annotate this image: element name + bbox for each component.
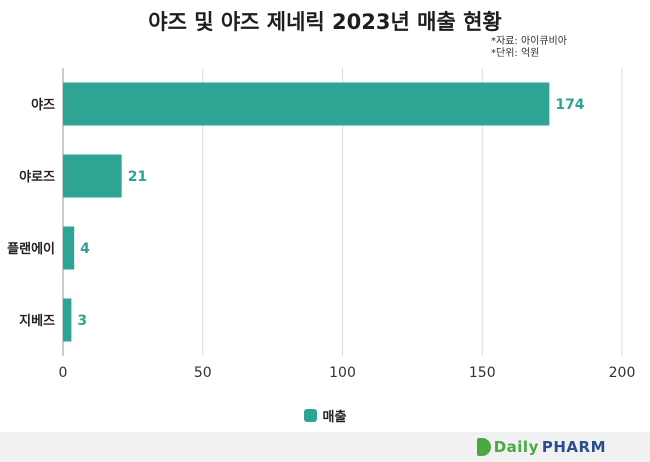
bar <box>63 226 75 270</box>
legend-swatch <box>303 409 317 422</box>
bar <box>63 154 122 198</box>
x-tick-label: 0 <box>59 365 68 381</box>
chart-title: 야즈 및 야즈 제네릭 2023년 매출 현황 <box>148 10 502 34</box>
x-tick-label: 150 <box>469 365 496 381</box>
x-tick-label: 50 <box>194 365 212 381</box>
brand-text-pharm: PHARM <box>541 438 606 456</box>
source-line: *자료: 아이큐비아 <box>491 36 567 47</box>
category-label: 야로즈 <box>19 169 55 185</box>
brand-mark-icon <box>476 438 491 456</box>
brand-logo: Daily PHARM <box>476 438 606 456</box>
category-label: 야즈 <box>31 97 55 113</box>
legend: 매출 <box>0 406 650 425</box>
data-label: 3 <box>77 313 87 329</box>
brand-text-daily: Daily <box>493 438 539 456</box>
data-label: 4 <box>80 241 90 257</box>
x-tick-label: 100 <box>329 365 356 381</box>
bar <box>63 82 550 126</box>
data-label: 21 <box>128 169 147 185</box>
unit-line: *단위: 억원 <box>491 48 540 59</box>
category-label: 플랜에이 <box>7 241 55 257</box>
footer-bar: Daily PHARM <box>0 432 650 462</box>
bar-chart: 0 50 100 150 200 야즈 174 야로즈 21 플랜에이 4 지베즈 3 <box>7 68 635 381</box>
x-tick-label: 200 <box>609 365 636 381</box>
source-note: *자료: 아이큐비아 *단위: 억원 <box>491 36 567 60</box>
data-label: 174 <box>555 97 584 113</box>
category-label: 지베즈 <box>19 314 55 329</box>
label-layer: 0 50 100 150 200 야즈 174 야로즈 21 플랜에이 4 지베즈 3 <box>7 97 635 381</box>
bar <box>63 298 72 342</box>
bar-layer <box>63 82 550 342</box>
legend-label: 매출 <box>322 410 347 425</box>
